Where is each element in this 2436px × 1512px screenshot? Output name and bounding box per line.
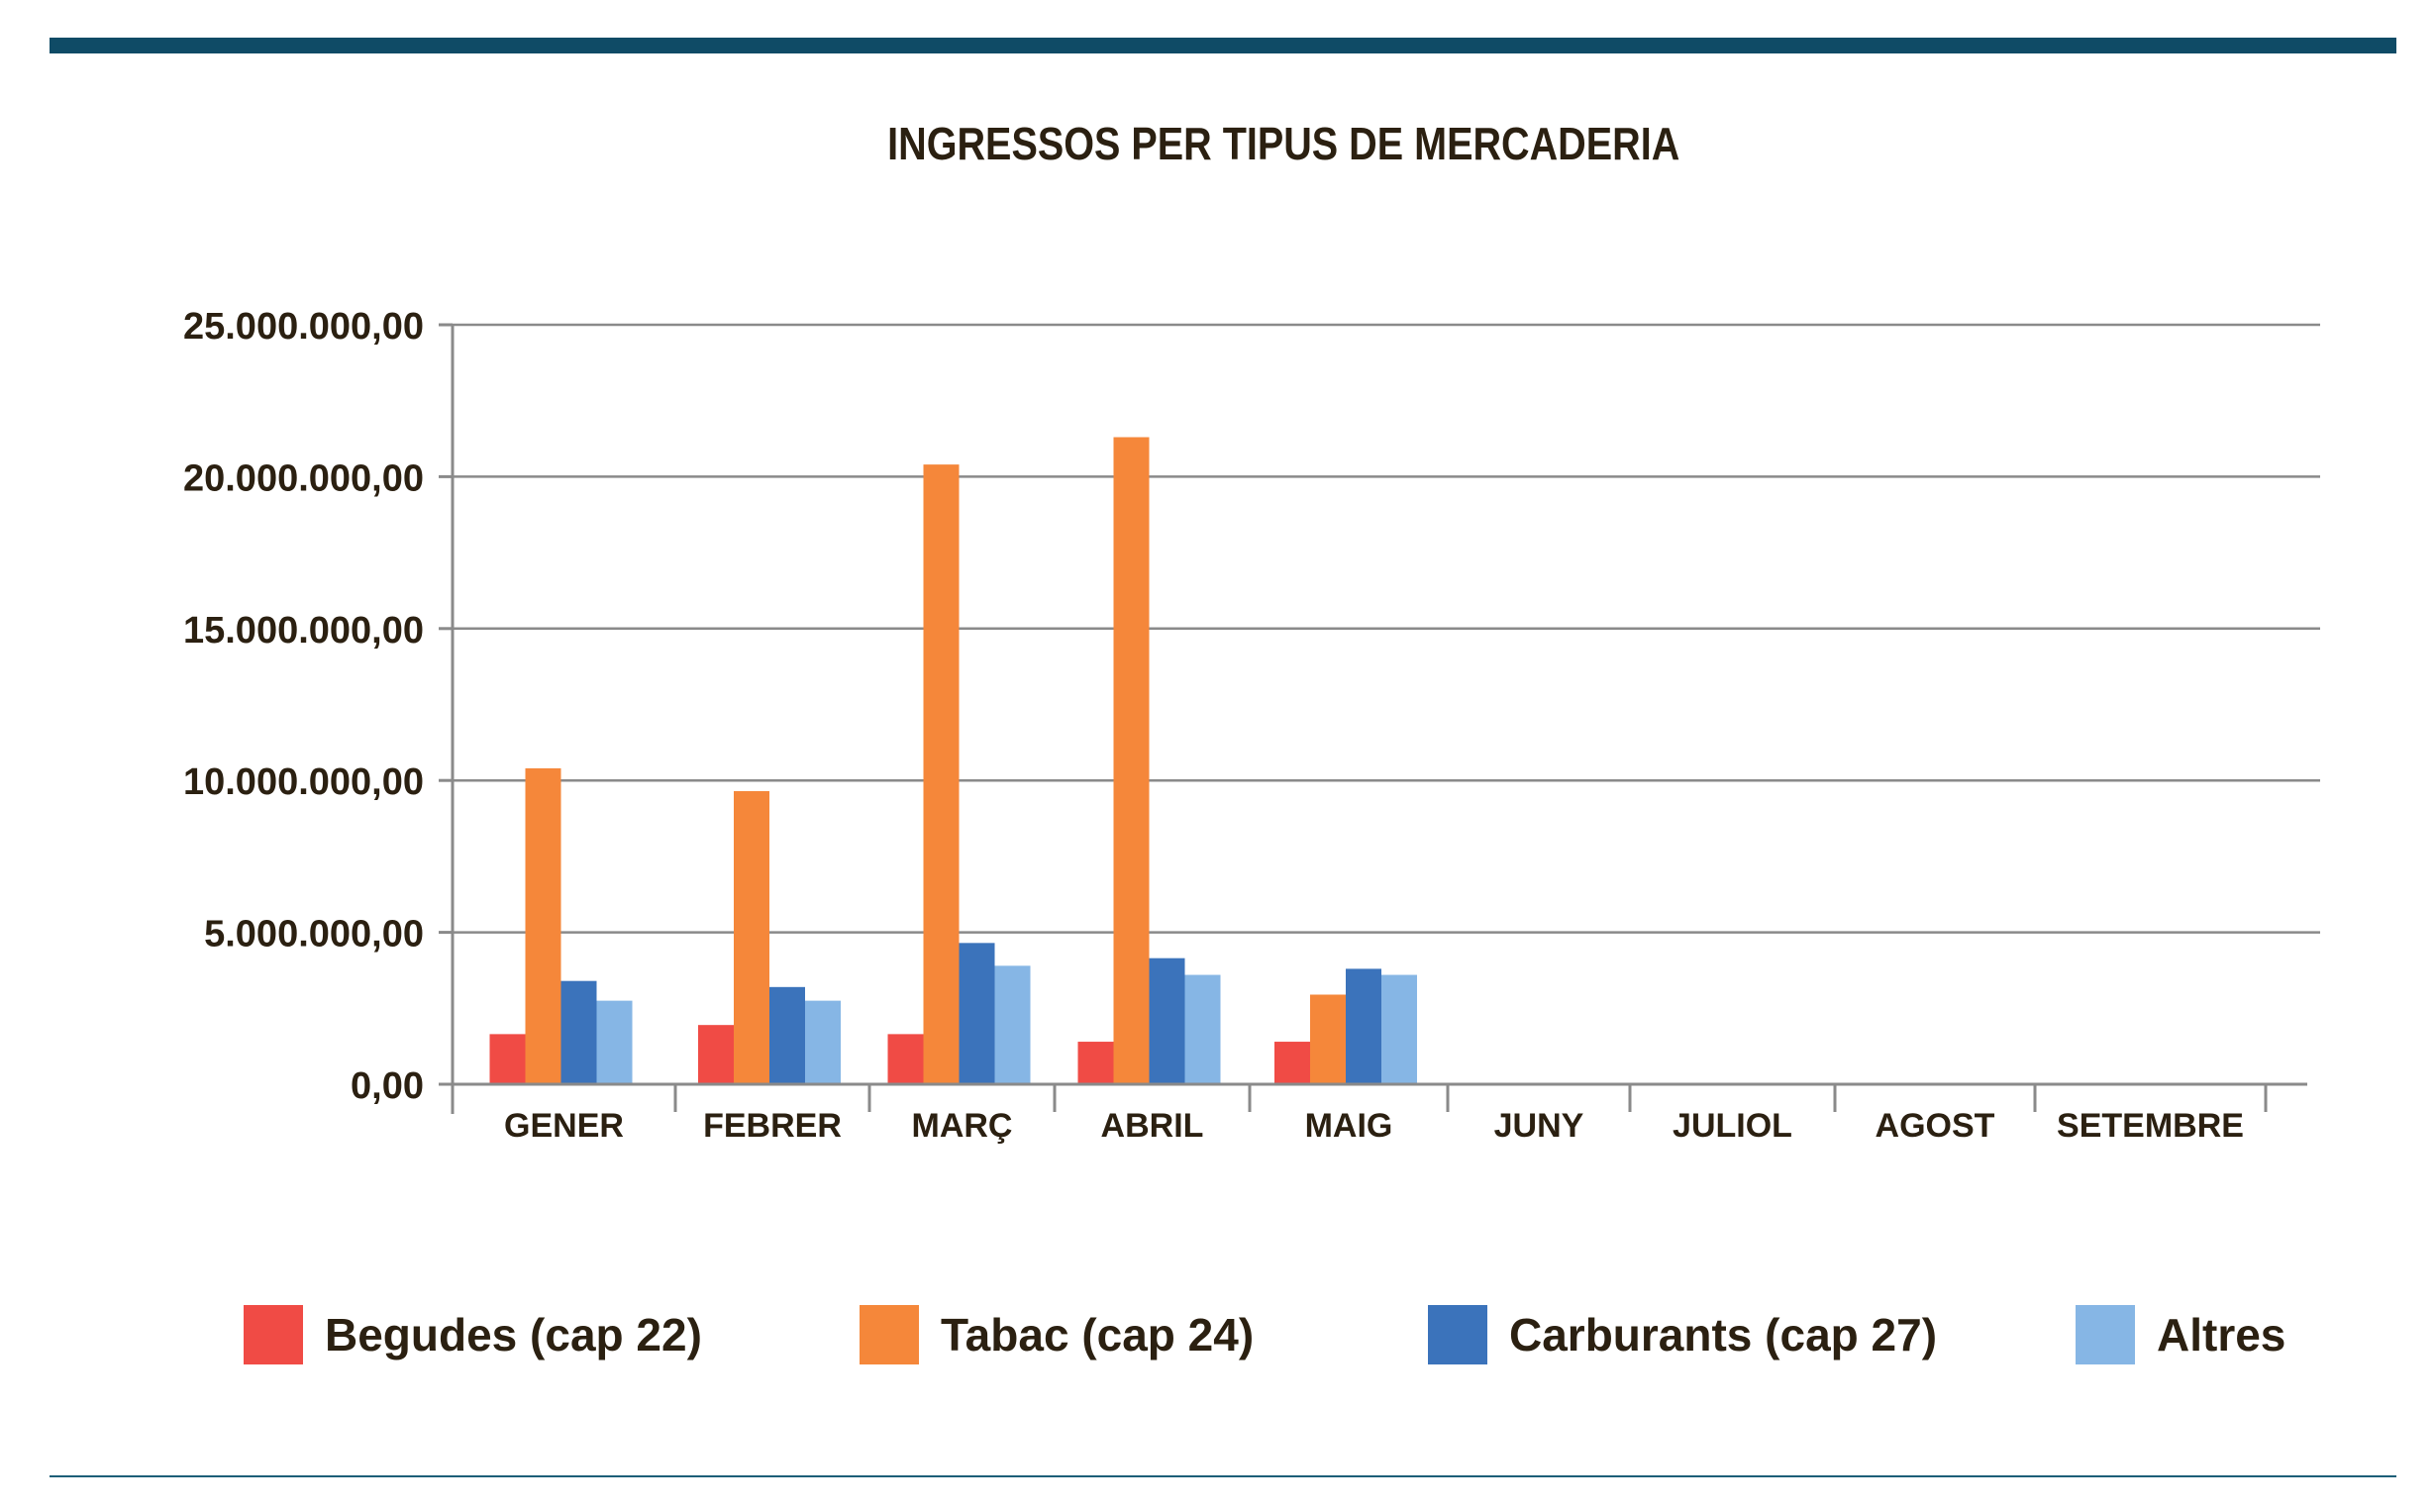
bar bbox=[734, 790, 769, 1084]
legend-swatch bbox=[2076, 1305, 2135, 1364]
x-tick-label: JUNY bbox=[1494, 1107, 1584, 1145]
y-tick-label: 25.000.000,00 bbox=[183, 306, 424, 348]
x-tick-label: SETEMBRE bbox=[2057, 1107, 2244, 1145]
bar bbox=[698, 1025, 734, 1084]
y-tick-label: 5.000.000,00 bbox=[204, 914, 424, 956]
bar bbox=[489, 1034, 526, 1084]
x-tick-label: FEBRER bbox=[703, 1107, 842, 1145]
y-tick-label: 0,00 bbox=[351, 1065, 424, 1107]
y-tick-label: 15.000.000,00 bbox=[183, 610, 424, 652]
bar bbox=[1184, 974, 1221, 1084]
x-tick-label: ABRIL bbox=[1101, 1107, 1204, 1145]
bar bbox=[1381, 974, 1417, 1084]
legend-label: Altres bbox=[2157, 1309, 2285, 1361]
bar bbox=[1077, 1042, 1114, 1084]
bar bbox=[1274, 1042, 1310, 1084]
top-rule bbox=[50, 38, 2396, 53]
x-tick-label: JULIOL bbox=[1673, 1107, 1792, 1145]
bar bbox=[1149, 958, 1185, 1084]
bar bbox=[560, 980, 597, 1084]
bar bbox=[805, 1000, 841, 1084]
x-tick-label: MARÇ bbox=[912, 1107, 1013, 1145]
y-tick-label: 20.000.000,00 bbox=[183, 457, 424, 499]
bar bbox=[923, 464, 960, 1084]
bottom-rule bbox=[50, 1475, 2396, 1477]
y-tick-label: 10.000.000,00 bbox=[183, 761, 424, 803]
bar bbox=[994, 965, 1031, 1084]
bar bbox=[959, 943, 995, 1084]
x-tick-label: AGOST bbox=[1876, 1107, 1995, 1145]
legend-label: Tabac (cap 24) bbox=[941, 1309, 1254, 1361]
legend-label: Carburants (cap 27) bbox=[1509, 1309, 1937, 1361]
bars bbox=[489, 437, 1417, 1084]
x-tick-label: MAIG bbox=[1305, 1107, 1393, 1145]
bar bbox=[769, 986, 805, 1084]
bar bbox=[596, 1000, 633, 1084]
legend-swatch bbox=[244, 1305, 303, 1364]
bar bbox=[525, 767, 561, 1084]
bar bbox=[1310, 994, 1346, 1084]
x-tick-label: GENER bbox=[504, 1107, 624, 1145]
legend-label: Begudes (cap 22) bbox=[325, 1309, 702, 1361]
gridlines bbox=[453, 323, 2320, 934]
y-axis: 0,00 5.000.000,00 10.000.000,00 15.000.000,… bbox=[183, 306, 455, 1114]
legend: Begudes (cap 22) Tabac (cap 24) Carburants… bbox=[244, 1305, 2285, 1364]
chart-title: INGRESSOS PER TIPUS DE MERCADERIA bbox=[887, 118, 1680, 169]
x-axis: GENER FEBRER MARÇ ABRIL MAIG JUNY JULIOL AGOST S… bbox=[453, 1082, 2307, 1145]
bar bbox=[1113, 437, 1150, 1084]
bar bbox=[887, 1034, 924, 1084]
legend-swatch bbox=[1428, 1305, 1487, 1364]
legend-swatch bbox=[860, 1305, 919, 1364]
bar bbox=[1346, 968, 1381, 1084]
